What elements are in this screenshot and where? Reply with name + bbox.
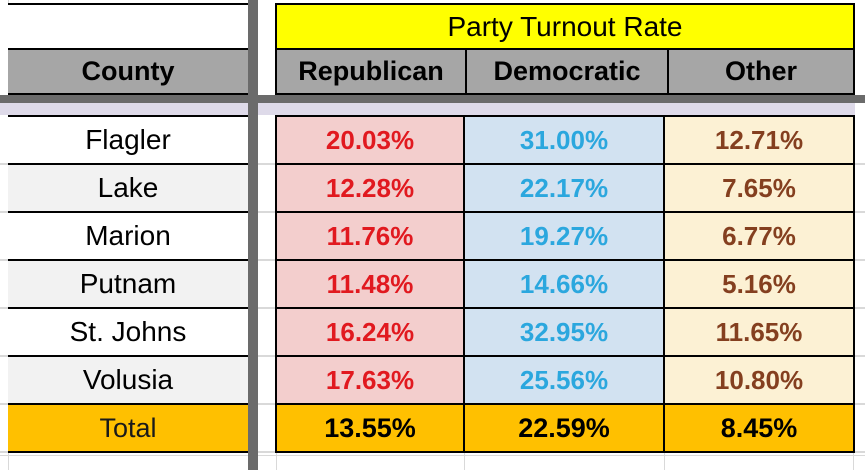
- cell-lake-democratic[interactable]: 22.17%: [465, 165, 663, 211]
- gridline-strip: [258, 117, 275, 453]
- cell-lake-other[interactable]: 7.65%: [665, 165, 853, 211]
- header-republican[interactable]: Republican: [277, 50, 465, 93]
- cell-stjohns-republican[interactable]: 16.24%: [277, 309, 463, 355]
- cell-volusia-other[interactable]: 10.80%: [665, 357, 853, 403]
- cell-total-democratic[interactable]: 22.59%: [465, 405, 663, 451]
- table-title-cell[interactable]: Party Turnout Rate: [275, 3, 855, 50]
- gridline-strip: [855, 117, 865, 453]
- cell-lake-republican[interactable]: 12.28%: [277, 165, 463, 211]
- cell-marion-other[interactable]: 6.77%: [665, 213, 853, 259]
- cell-volusia-republican[interactable]: 17.63%: [277, 357, 463, 403]
- blank-cell[interactable]: [8, 3, 248, 50]
- cell-marion-republican[interactable]: 11.76%: [277, 213, 463, 259]
- cell-volusia-democratic[interactable]: 25.56%: [465, 357, 663, 403]
- cell-flagler-democratic[interactable]: 31.00%: [465, 117, 663, 163]
- county-cell-total[interactable]: Total: [8, 405, 248, 451]
- county-cell-volusia[interactable]: Volusia: [8, 357, 248, 403]
- cell-flagler-republican[interactable]: 20.03%: [277, 117, 463, 163]
- header-republican-label: Republican: [298, 56, 444, 86]
- header-other[interactable]: Other: [667, 50, 853, 93]
- pane-divider-horizontal[interactable]: [0, 95, 865, 103]
- cell-putnam-democratic[interactable]: 14.66%: [465, 261, 663, 307]
- county-header-label: County: [81, 56, 175, 86]
- cell-total-republican[interactable]: 13.55%: [277, 405, 463, 451]
- header-other-label: Other: [724, 56, 797, 86]
- cell-putnam-republican[interactable]: 11.48%: [277, 261, 463, 307]
- data-grid: 20.03% 31.00% 12.71% 12.28% 22.17% 7.65%…: [275, 115, 855, 453]
- gridline-strip: [0, 117, 8, 453]
- cell-flagler-other[interactable]: 12.71%: [665, 117, 853, 163]
- county-column: Flagler Lake Marion Putnam St. Johns Vol…: [8, 115, 248, 453]
- table-title: Party Turnout Rate: [447, 10, 683, 42]
- county-cell-flagler[interactable]: Flagler: [8, 117, 248, 163]
- gridline: [276, 453, 277, 470]
- gridline: [464, 453, 465, 470]
- cell-stjohns-democratic[interactable]: 32.95%: [465, 309, 663, 355]
- cell-marion-democratic[interactable]: 19.27%: [465, 213, 663, 259]
- cell-putnam-other[interactable]: 5.16%: [665, 261, 853, 307]
- gridline: [853, 453, 854, 470]
- county-cell-stjohns[interactable]: St. Johns: [8, 309, 248, 355]
- party-header-row: Republican Democratic Other: [275, 50, 855, 95]
- county-column-header[interactable]: County: [8, 50, 248, 95]
- accent-row: [0, 103, 855, 115]
- gridline: [664, 453, 665, 470]
- cell-stjohns-other[interactable]: 11.65%: [665, 309, 853, 355]
- county-cell-putnam[interactable]: Putnam: [8, 261, 248, 307]
- pane-divider-vertical[interactable]: [248, 0, 258, 470]
- county-cell-lake[interactable]: Lake: [8, 165, 248, 211]
- cell-total-other[interactable]: 8.45%: [665, 405, 853, 451]
- county-cell-marion[interactable]: Marion: [8, 213, 248, 259]
- gridline: [0, 455, 865, 456]
- header-democratic-label: Democratic: [493, 56, 641, 86]
- header-democratic[interactable]: Democratic: [465, 50, 667, 93]
